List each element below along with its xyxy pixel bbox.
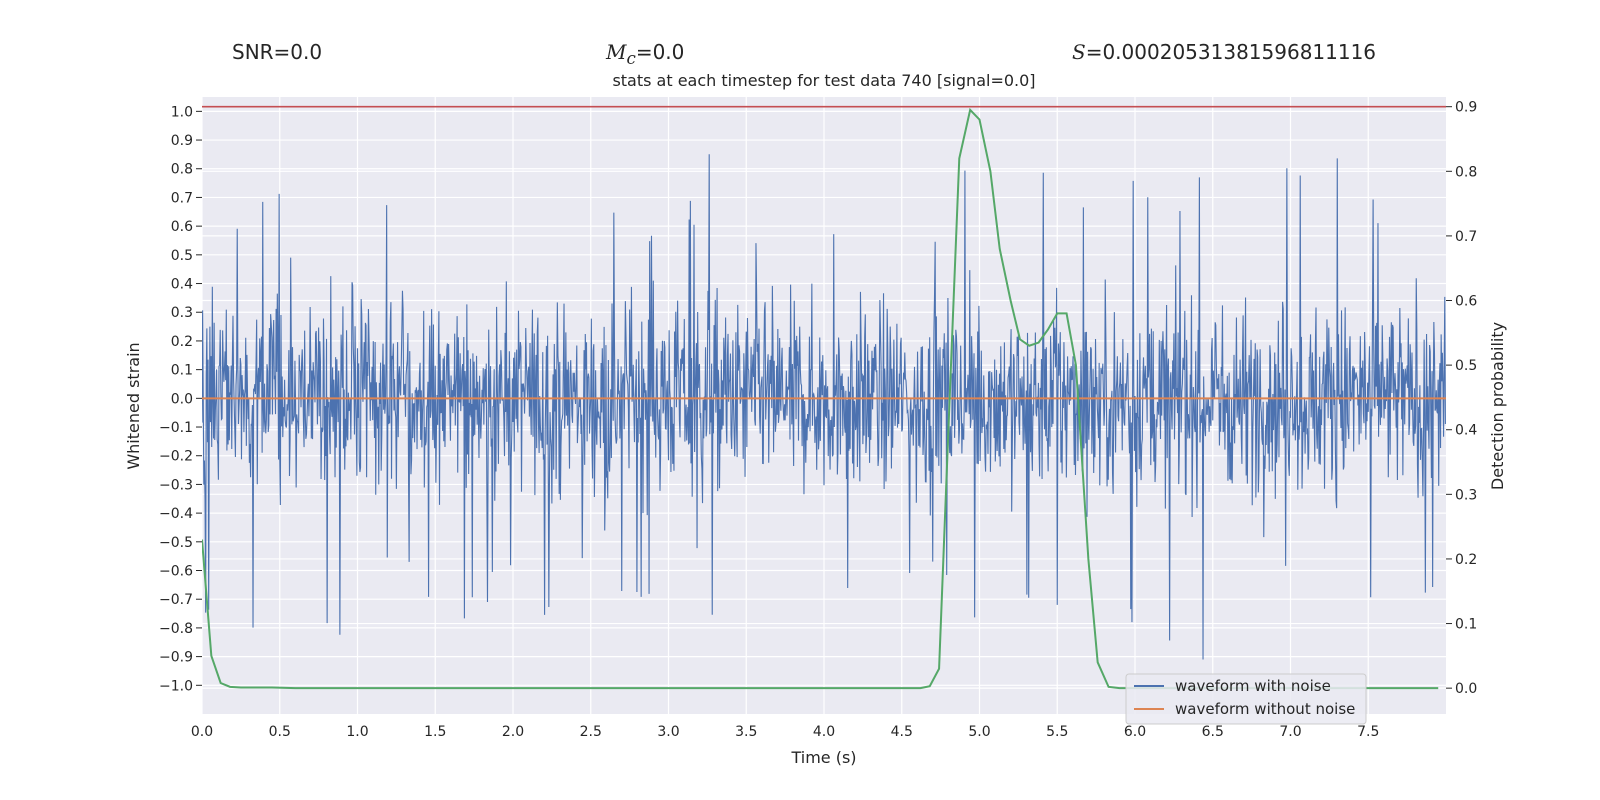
x-tick-label: 2.0 (502, 724, 524, 740)
y-tick-label: 0.7 (171, 190, 193, 206)
x-tick-label: 3.5 (735, 724, 757, 740)
y2-tick-label: 0.7 (1455, 229, 1477, 245)
x-tick-label: 1.0 (346, 724, 368, 740)
x-tick-label: 3.0 (657, 724, 679, 740)
x-tick-label: 0.5 (269, 724, 291, 740)
legend: waveform with noise waveform without noi… (1125, 673, 1367, 725)
chart-title: stats at each timestep for test data 740… (612, 71, 1036, 90)
y-tick-label: 0.9 (171, 133, 193, 149)
y2-tick-label: 0.6 (1455, 294, 1477, 310)
y2-tick-label: 0.2 (1455, 552, 1477, 568)
y-axis-ticks: 1.0 0.9 0.8 0.7 0.6 0.5 0.4 0.3 0.2 0.1 0.0 −0.1 −0.… (159, 104, 202, 694)
y-tick-label: −1.0 (159, 678, 193, 694)
y-tick-label: 0.6 (171, 219, 193, 235)
x-tick-label: 0.0 (191, 724, 213, 740)
y-tick-label: −0.3 (159, 477, 193, 493)
y-tick-label: 0.5 (171, 248, 193, 264)
x-tick-label: 2.5 (580, 724, 602, 740)
x-tick-label: 6.5 (1202, 724, 1224, 740)
chirp-mass-value: =0.0 (635, 40, 685, 64)
y2-tick-label: 0.1 (1455, 617, 1477, 633)
x-tick-label: 1.5 (424, 724, 446, 740)
snr-label: SNR=0.0 (232, 40, 323, 64)
y2-axis-label: Detection probability (1488, 322, 1507, 490)
y-tick-label: −0.8 (159, 621, 193, 637)
x-tick-label: 4.5 (891, 724, 913, 740)
x-tick-label: 7.0 (1279, 724, 1301, 740)
y2-tick-label: 0.3 (1455, 487, 1477, 503)
y-tick-label: −0.2 (159, 449, 193, 465)
y-tick-label: 0.2 (171, 334, 193, 350)
y-tick-label: −0.5 (159, 535, 193, 551)
x-tick-label: 5.5 (1046, 724, 1068, 740)
y-axis-label: Whitened strain (124, 342, 143, 469)
y2-tick-label: 0.5 (1455, 358, 1477, 374)
x-axis-ticks: 0.0 0.5 1.0 1.5 2.0 2.5 3.0 3.5 4.0 4.5 5.0 5.5 6.0 6… (191, 724, 1380, 740)
y2-tick-label: 0.9 (1455, 100, 1477, 116)
x-tick-label: 5.0 (968, 724, 990, 740)
series-detection-probability (202, 107, 1439, 690)
legend-box (1125, 673, 1367, 725)
chirp-mass-label: Mc=0.0 (606, 40, 684, 68)
x-axis-label: Time (s) (790, 748, 856, 767)
series-waveform-with-noise (202, 154, 1446, 660)
y-tick-label: 0.1 (171, 363, 193, 379)
y-tick-label: −0.1 (159, 420, 193, 436)
chirp-mass-symbol: M (606, 40, 627, 64)
statistic-value: =0.00020531381596811116 (1085, 40, 1377, 64)
statistic-symbol: S (1072, 40, 1086, 64)
legend-label-noise: waveform with noise (1175, 677, 1331, 695)
y-tick-label: −0.4 (159, 506, 193, 522)
y-tick-label: 0.0 (171, 391, 193, 407)
statistic-label: S=0.00020531381596811116 (1072, 40, 1376, 64)
y-tick-label: 1.0 (171, 104, 193, 120)
y-tick-label: −0.9 (159, 650, 193, 666)
y2-tick-label: 0.4 (1455, 423, 1477, 439)
y-tick-label: 0.4 (171, 277, 193, 293)
x-tick-label: 7.5 (1357, 724, 1379, 740)
y-tick-label: −0.7 (159, 592, 193, 608)
y2-tick-label: 0.0 (1455, 681, 1477, 697)
legend-label-clean: waveform without noise (1175, 700, 1355, 718)
y-tick-label: 0.3 (171, 305, 193, 321)
y-tick-label: −0.6 (159, 564, 193, 580)
y-tick-label: 0.8 (171, 162, 193, 178)
y2-tick-label: 0.8 (1455, 164, 1477, 180)
y2-axis-ticks: 0.9 0.8 0.7 0.6 0.5 0.4 0.3 0.2 0.1 0.0 (1446, 100, 1477, 697)
x-tick-label: 4.0 (813, 724, 835, 740)
chirp-mass-subscript: c (626, 49, 636, 68)
x-tick-label: 6.0 (1124, 724, 1146, 740)
